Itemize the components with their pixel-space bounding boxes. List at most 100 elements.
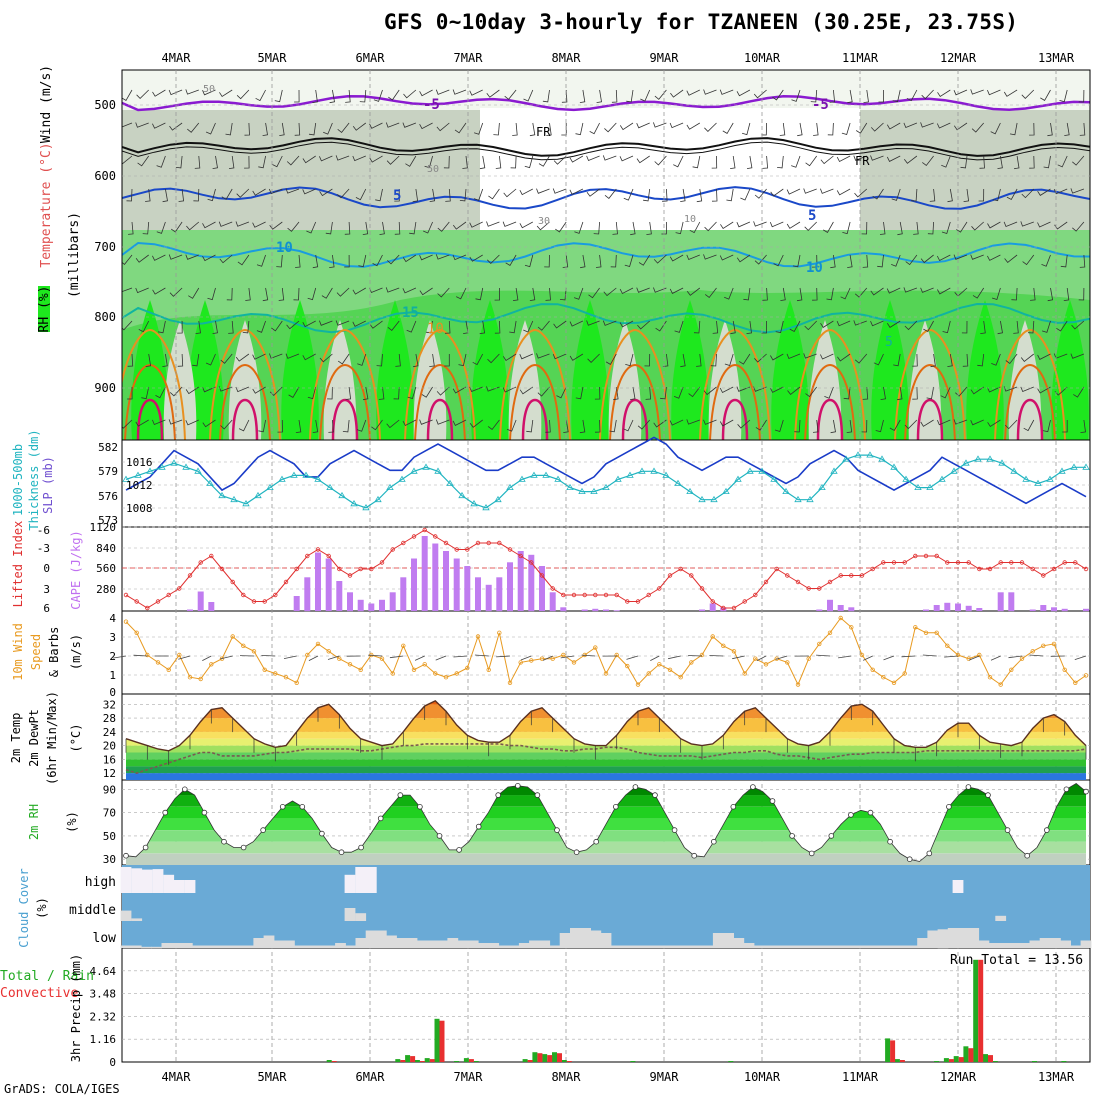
lifted-index-point	[411, 534, 417, 539]
rh-tick: 70	[103, 807, 116, 820]
wind-barb	[187, 122, 200, 133]
wind-barb	[344, 254, 350, 268]
wind-barb	[575, 386, 584, 400]
run-total-label: Run Total = 13.56	[950, 953, 1083, 968]
cloud-bar	[498, 945, 510, 948]
wind-barb	[593, 221, 600, 235]
wind-barb	[536, 353, 550, 359]
wind-barb	[536, 188, 550, 194]
wind-barb	[536, 221, 550, 231]
wind-barb	[636, 122, 650, 129]
wind-barb	[861, 221, 868, 235]
wind-barb	[436, 122, 450, 132]
cloud-bar	[273, 940, 285, 948]
lifted-index-point	[507, 547, 513, 552]
wind-barb	[624, 254, 634, 267]
cloud-bar	[988, 943, 1000, 948]
wind-barb	[897, 221, 903, 236]
wind-barb	[611, 89, 618, 103]
wind-speed-point	[518, 660, 523, 665]
wind-speed-point	[1019, 656, 1025, 661]
contour-minus5	[122, 95, 1090, 112]
wind-barb	[920, 419, 934, 427]
wind-speed-point	[934, 630, 939, 635]
precip-convective-bar	[419, 1061, 425, 1062]
wind-barb	[904, 419, 918, 430]
cape-bar	[1061, 608, 1068, 612]
surface-wind-barb	[308, 655, 319, 661]
wind-barb	[638, 254, 651, 266]
wind-barb	[596, 89, 602, 103]
wind-barb	[524, 254, 534, 268]
wind-barb	[386, 155, 400, 165]
wind-barb	[862, 254, 869, 268]
wind-barb	[537, 320, 550, 331]
wind-barb	[977, 353, 985, 367]
wind-barb	[327, 386, 333, 400]
credit-label: GrADS: COLA/IGES	[4, 1082, 120, 1096]
wind-barb	[556, 386, 567, 399]
wind-speed-point	[646, 671, 651, 676]
wind-barb	[437, 287, 450, 298]
wind-barb	[987, 419, 1001, 428]
wind-speed-point	[998, 682, 1003, 687]
wind-speed-point	[902, 671, 907, 676]
wind-barb	[136, 89, 149, 99]
wind-barb	[586, 188, 600, 197]
rh-point	[808, 850, 815, 857]
wind-barb	[1080, 419, 1086, 433]
precip-convective-bar	[547, 1055, 553, 1062]
wind-barb	[1021, 89, 1035, 99]
contour-label: 50	[427, 164, 439, 175]
cloud-bar	[876, 945, 888, 948]
rh-point	[730, 803, 737, 810]
wind-barb	[712, 320, 719, 334]
lifted-index-point	[166, 592, 171, 598]
cloud-bar	[173, 880, 185, 893]
date-label-bottom: 10MAR	[744, 1070, 781, 1084]
wind-barb	[673, 155, 684, 168]
wind-barb	[1072, 221, 1085, 232]
wind-barb	[937, 89, 951, 98]
lifted-index-point	[326, 553, 331, 559]
cloud-bar	[580, 928, 591, 948]
contour-20	[309, 328, 381, 440]
wind-barb	[774, 419, 784, 433]
cloud-bar	[1080, 940, 1092, 948]
wind-barb	[903, 155, 918, 164]
rh-point	[1044, 827, 1050, 833]
rh-pillar	[571, 300, 609, 440]
cape-bar	[411, 558, 417, 611]
wind-barb	[435, 89, 450, 95]
lifted-index-point	[230, 579, 235, 585]
wind-barb	[493, 122, 500, 136]
wind-barb	[272, 155, 283, 168]
wind-barb	[185, 419, 199, 426]
lifted-index-point	[155, 599, 161, 604]
cloud-bar	[794, 945, 806, 948]
lifted-index-point	[1073, 560, 1078, 565]
thickness-point	[842, 455, 850, 462]
surface-wind-barb	[261, 655, 276, 657]
lifted-index-point	[369, 566, 374, 572]
wind-barb	[704, 221, 717, 232]
rh-point	[221, 838, 227, 845]
lifted-index-point	[518, 553, 523, 559]
wind-barb	[991, 353, 1001, 366]
wind-barb	[804, 320, 817, 331]
surface-wind-barb	[520, 655, 532, 661]
lifted-index-point	[785, 573, 790, 578]
wind-axis-label-3: & Barbs	[47, 627, 61, 678]
contour-5	[122, 186, 1090, 210]
lifted-index-point	[582, 592, 587, 598]
wind-barb	[258, 419, 266, 433]
thickness-point	[962, 459, 970, 466]
thickness-point	[1034, 479, 1042, 486]
cape-bar	[1008, 592, 1015, 612]
wind-barb	[847, 254, 853, 268]
rh-point	[1004, 827, 1011, 833]
wind-speed-point	[795, 682, 801, 687]
wind-barb	[252, 353, 266, 360]
cloud-bar	[416, 940, 428, 948]
lifted-index-point	[465, 547, 470, 552]
